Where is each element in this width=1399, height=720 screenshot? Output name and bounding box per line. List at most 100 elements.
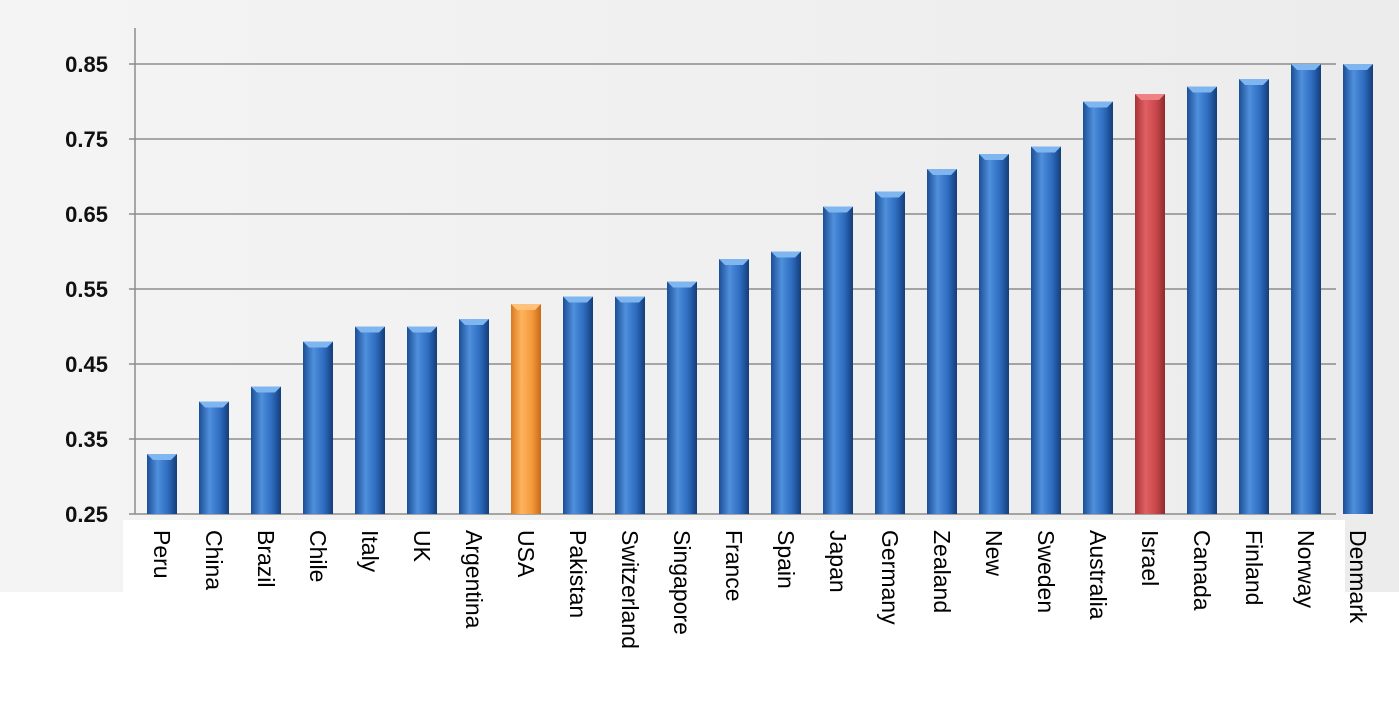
x-category-label: Peru [149, 530, 175, 579]
x-category-label: France [721, 530, 747, 602]
x-category-label: Canada [1189, 530, 1215, 611]
bar-france [719, 259, 749, 514]
bar [147, 454, 177, 514]
x-category-label: Brazil [253, 530, 279, 588]
x-category-label: USA [513, 530, 539, 578]
bar-cap [407, 326, 437, 333]
bars [147, 64, 1373, 514]
x-category-label: Spain [773, 530, 799, 589]
bar [459, 319, 489, 514]
bar [407, 326, 437, 514]
x-category-label: Israel [1137, 530, 1163, 586]
x-category-label: Sweden [1033, 530, 1059, 613]
y-tick-label: 0.55 [65, 277, 108, 302]
x-category-label: Australia [1085, 530, 1111, 620]
bar [563, 296, 593, 514]
bar-denmark [1343, 64, 1373, 514]
bar-peru [147, 454, 177, 514]
bar-finland [1239, 79, 1269, 514]
x-category-label: China [201, 530, 227, 590]
bar [511, 304, 541, 514]
bar [1239, 79, 1269, 514]
bar-china [199, 401, 229, 514]
x-category-label: Switzerland [617, 530, 643, 649]
plot-background [0, 0, 1399, 592]
bar-japan [823, 206, 853, 514]
x-category-label: Japan [825, 530, 851, 593]
bar-canada [1187, 86, 1217, 514]
y-tick-label: 0.45 [65, 352, 108, 377]
y-tick-label: 0.65 [65, 202, 108, 227]
bar-cap [615, 296, 645, 303]
bar-australia [1083, 101, 1113, 514]
bar [1343, 64, 1373, 514]
bar-spain [771, 251, 801, 514]
bar [303, 341, 333, 514]
bar [251, 386, 281, 514]
bar-new [979, 154, 1009, 514]
bar-cap [251, 386, 281, 393]
bar-cap [1239, 79, 1269, 85]
bar-usa [511, 304, 541, 514]
x-category-label: Argentina [461, 530, 487, 629]
bar-cap [1291, 64, 1321, 70]
bar-israel [1135, 94, 1165, 514]
y-tick-label: 0.35 [65, 427, 108, 452]
bar [875, 191, 905, 514]
bar-cap [303, 341, 333, 348]
bar-chile [303, 341, 333, 514]
bar-cap [1031, 146, 1061, 153]
bar-switzerland [615, 296, 645, 514]
bar-cap [563, 296, 593, 303]
bar-cap [667, 281, 697, 288]
bar [615, 296, 645, 514]
category-label-panel [123, 520, 1345, 720]
bar-zealand [927, 169, 957, 514]
x-category-label: Zealand [929, 530, 955, 613]
y-tick-label: 0.25 [65, 502, 108, 527]
x-category-label: Norway [1293, 530, 1319, 608]
x-category-label: Chile [305, 530, 331, 582]
bar [771, 251, 801, 514]
x-category-label: Italy [357, 530, 383, 573]
x-category-label: Germany [877, 530, 903, 625]
bar-cap [1343, 64, 1373, 70]
bar-cap [927, 169, 957, 175]
x-category-label: New [981, 530, 1007, 576]
bar-cap [823, 206, 853, 213]
bar-cap [459, 319, 489, 325]
bar [927, 169, 957, 514]
bar [1187, 86, 1217, 514]
x-category-label: UK [409, 530, 435, 563]
bar [1031, 146, 1061, 514]
x-category-label: Singapore [669, 530, 695, 635]
y-tick-label: 0.85 [65, 52, 108, 77]
bar-cap [719, 259, 749, 265]
x-category-label: Denmark [1345, 530, 1371, 624]
bar-germany [875, 191, 905, 514]
bar-norway [1291, 64, 1321, 514]
bar-argentina [459, 319, 489, 514]
bar [355, 326, 385, 514]
bar [719, 259, 749, 514]
y-axis: 0.25 0.35 0.45 0.55 0.65 0.75 0.85 [65, 28, 136, 527]
bar [199, 401, 229, 514]
x-axis-labels: Peru China Brazil Chile Italy UK Argentina USA P… [149, 530, 1371, 649]
bar-cap [199, 401, 229, 408]
x-category-label: Finland [1241, 530, 1267, 605]
bar-uk [407, 326, 437, 514]
bar-cap [147, 454, 177, 460]
y-tick-label: 0.75 [65, 127, 108, 152]
bar-cap [875, 191, 905, 198]
bar-cap [1187, 86, 1217, 93]
bar-pakistan [563, 296, 593, 514]
bar [1083, 101, 1113, 514]
x-category-label: Pakistan [565, 530, 591, 618]
bar-cap [1083, 101, 1113, 108]
bar [1291, 64, 1321, 514]
bar-brazil [251, 386, 281, 514]
bar-sweden [1031, 146, 1061, 514]
bar-singapore [667, 281, 697, 514]
bar-cap [1135, 94, 1165, 100]
